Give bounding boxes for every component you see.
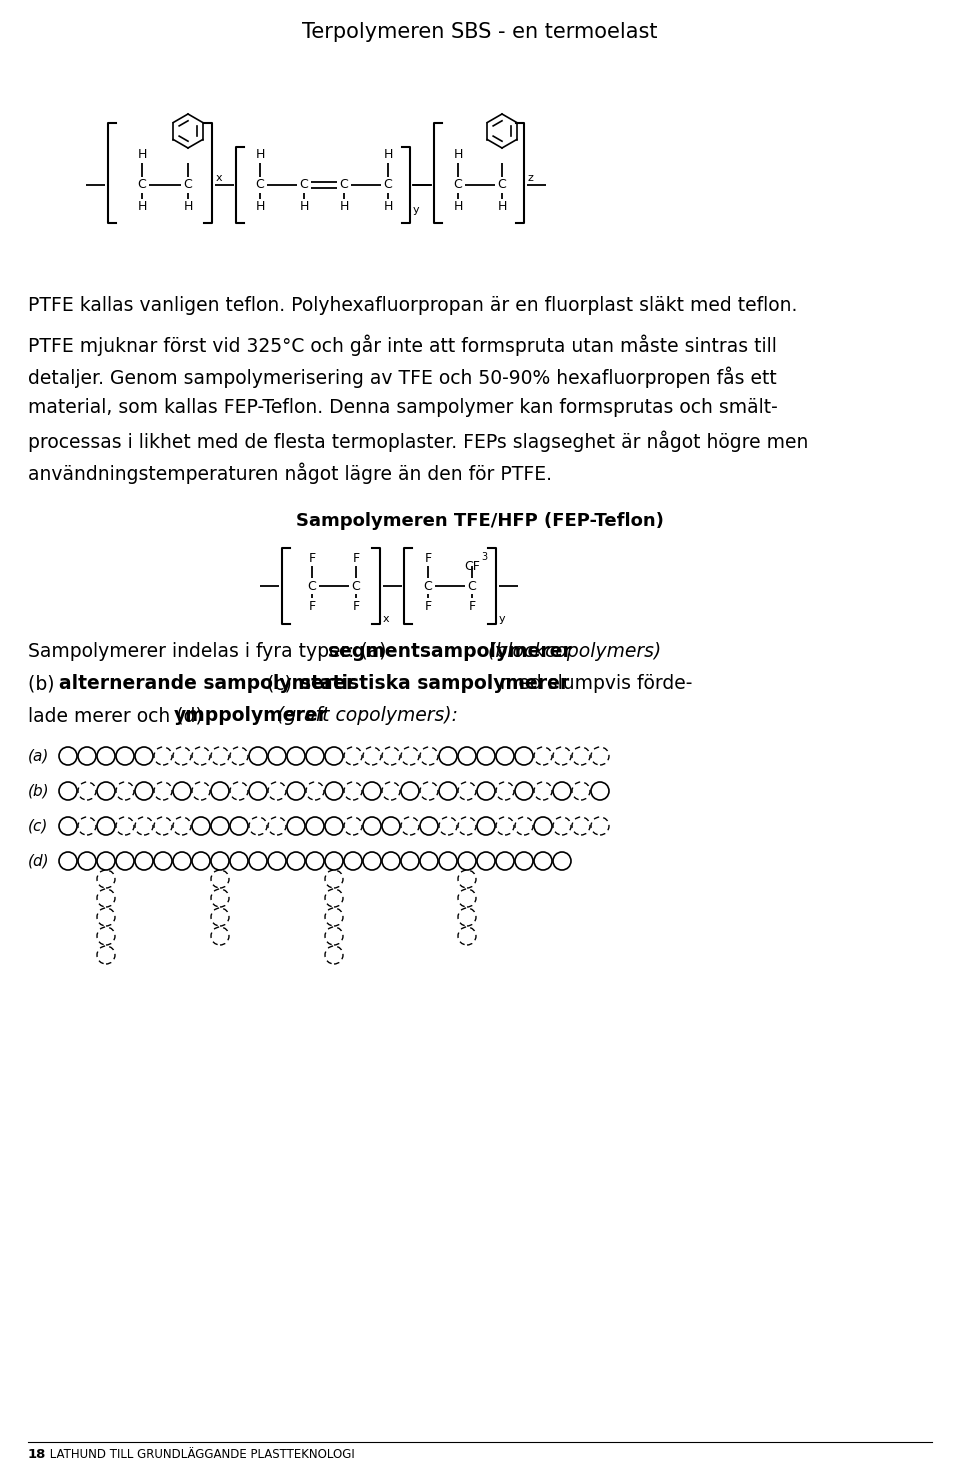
Text: ymppolymerer: ymppolymerer (174, 706, 328, 725)
Text: C: C (255, 179, 264, 192)
Text: F: F (424, 552, 432, 564)
Text: (c): (c) (28, 819, 48, 834)
Text: C: C (183, 179, 192, 192)
Text: 18: 18 (28, 1448, 46, 1461)
Text: (b): (b) (28, 675, 60, 694)
Text: H: H (255, 201, 265, 214)
Text: F: F (424, 599, 432, 613)
Text: (a): (a) (28, 748, 49, 763)
Text: H: H (453, 149, 463, 161)
Text: F: F (352, 552, 360, 564)
Text: C: C (454, 179, 463, 192)
Text: C: C (307, 580, 317, 592)
Text: med slumpvis förde-: med slumpvis förde- (494, 675, 692, 694)
Text: H: H (497, 201, 507, 214)
Text: H: H (183, 201, 193, 214)
Text: H: H (453, 201, 463, 214)
Text: (b): (b) (28, 784, 50, 799)
Text: y: y (499, 614, 506, 624)
Text: H: H (300, 201, 309, 214)
Text: (d): (d) (28, 853, 50, 868)
Text: lade merer och (d): lade merer och (d) (28, 706, 208, 725)
Text: LATHUND TILL GRUNDLÄGGANDE PLASTTEKNOLOGI: LATHUND TILL GRUNDLÄGGANDE PLASTTEKNOLOG… (46, 1448, 355, 1461)
Text: segmentsampolymerer: segmentsampolymerer (328, 642, 572, 661)
Text: (blockcopolymers): (blockcopolymers) (482, 642, 661, 661)
Text: 3: 3 (481, 552, 487, 562)
Text: (c): (c) (261, 675, 299, 694)
Text: alternerande sampolymerer: alternerande sampolymerer (59, 675, 355, 694)
Text: F: F (468, 599, 475, 613)
Text: H: H (383, 149, 393, 161)
Text: C: C (340, 179, 348, 192)
Text: (graft copolymers):: (graft copolymers): (272, 706, 459, 725)
Text: C: C (497, 179, 506, 192)
Text: CF: CF (464, 559, 480, 573)
Text: F: F (352, 599, 360, 613)
Text: C: C (384, 179, 393, 192)
Text: Sampolymerer indelas i fyra typer: (a): Sampolymerer indelas i fyra typer: (a) (28, 642, 393, 661)
Text: C: C (423, 580, 432, 592)
Text: detaljer. Genom sampolymerisering av TFE och 50-90% hexafluorpropen fås ett: detaljer. Genom sampolymerisering av TFE… (28, 366, 777, 388)
Text: Sampolymeren TFE/HFP (FEP-Teflon): Sampolymeren TFE/HFP (FEP-Teflon) (296, 512, 664, 530)
Text: y: y (413, 205, 420, 215)
Text: H: H (137, 201, 147, 214)
Text: H: H (255, 149, 265, 161)
Text: användningstemperaturen något lägre än den för PTFE.: användningstemperaturen något lägre än d… (28, 462, 552, 484)
Text: PTFE kallas vanligen teflon. Polyhexafluorpropan är en fluorplast släkt med tefl: PTFE kallas vanligen teflon. Polyhexaflu… (28, 297, 798, 314)
Text: material, som kallas FEP-Teflon. Denna sampolymer kan formsprutas och smält-: material, som kallas FEP-Teflon. Denna s… (28, 399, 778, 418)
Text: statistiska sampolymerer: statistiska sampolymerer (300, 675, 569, 694)
Text: C: C (468, 580, 476, 592)
Text: F: F (308, 599, 316, 613)
Text: H: H (137, 149, 147, 161)
Text: F: F (308, 552, 316, 564)
Text: PTFE mjuknar först vid 325°C och går inte att formspruta utan måste sintras till: PTFE mjuknar först vid 325°C och går int… (28, 334, 777, 356)
Text: C: C (351, 580, 360, 592)
Text: C: C (300, 179, 308, 192)
Text: x: x (383, 614, 390, 624)
Text: Terpolymeren SBS - en termoelast: Terpolymeren SBS - en termoelast (302, 22, 658, 41)
Text: H: H (383, 201, 393, 214)
Text: x: x (216, 173, 223, 183)
Text: processas i likhet med de flesta termoplaster. FEPs slagseghet är något högre me: processas i likhet med de flesta termopl… (28, 430, 808, 452)
Text: C: C (137, 179, 146, 192)
Text: z: z (527, 173, 533, 183)
Text: H: H (339, 201, 348, 214)
